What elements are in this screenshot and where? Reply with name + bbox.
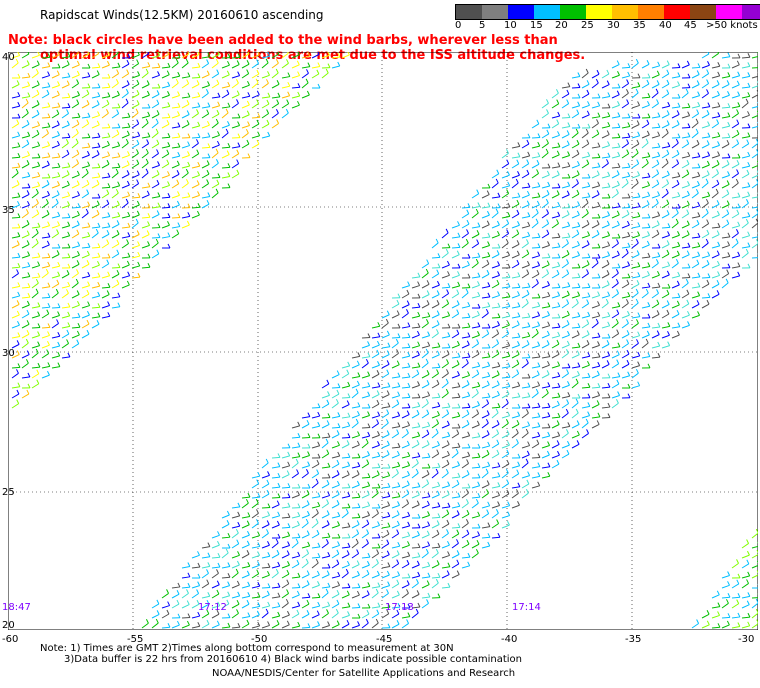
lon-label-1: -55 xyxy=(127,634,144,645)
colorbar-swatch xyxy=(508,5,534,19)
colorbar-swatch xyxy=(638,5,664,19)
colorbar-label: >50 knots xyxy=(706,20,758,31)
time-label-3: 17:14 xyxy=(512,602,541,613)
colorbar-swatch xyxy=(612,5,638,19)
colorbar-label: 5 xyxy=(479,20,486,31)
colorbar-label: 0 xyxy=(455,20,462,31)
lat-label-2: 30 xyxy=(2,348,15,359)
colorbar-label: 20 xyxy=(555,20,568,31)
lon-label-6: -30 xyxy=(738,634,755,645)
map-title: Rapidscat Winds(12.5KM) 20160610 ascendi… xyxy=(40,8,324,22)
colorbar-swatch xyxy=(742,5,760,19)
colorbar-swatch xyxy=(664,5,690,19)
colorbar-label: 45 xyxy=(684,20,697,31)
colorbar-swatches xyxy=(455,4,760,20)
wind-map xyxy=(8,52,758,630)
lon-label-0: -60 xyxy=(2,634,19,645)
colorbar-label: 40 xyxy=(659,20,672,31)
lat-label-0: 40 xyxy=(2,52,15,63)
colorbar-label: 30 xyxy=(607,20,620,31)
lon-label-2: -50 xyxy=(251,634,268,645)
time-label-1: 17:12 xyxy=(198,602,227,613)
colorbar-swatch xyxy=(690,5,716,19)
note-line-1: Note: black circles have been added to t… xyxy=(8,33,558,48)
lat-label-4: 20 xyxy=(2,620,15,631)
colorbar-label: 25 xyxy=(581,20,594,31)
map-frame xyxy=(8,52,758,630)
footer-line-2: 3)Data buffer is 22 hrs from 20160610 4)… xyxy=(64,654,522,665)
lon-label-4: -40 xyxy=(501,634,518,645)
lon-label-5: -35 xyxy=(625,634,642,645)
lat-label-3: 25 xyxy=(2,487,15,498)
lon-label-3: -45 xyxy=(376,634,393,645)
colorbar-swatch xyxy=(560,5,586,19)
footer-line-1: Note: 1) Times are GMT 2)Times along bot… xyxy=(40,643,454,654)
colorbar-swatch xyxy=(534,5,560,19)
colorbar-swatch xyxy=(456,5,482,19)
colorbar-swatch xyxy=(586,5,612,19)
footer-credit: NOAA/NESDIS/Center for Satellite Applica… xyxy=(212,668,516,679)
colorbar-label: 10 xyxy=(504,20,517,31)
colorbar-label: 35 xyxy=(633,20,646,31)
time-label-0: 18:47 xyxy=(2,602,31,613)
colorbar-swatch xyxy=(482,5,508,19)
wind-barbs xyxy=(11,52,758,629)
lat-label-1: 35 xyxy=(2,205,15,216)
colorbar-label: 15 xyxy=(530,20,543,31)
time-label-2: 17:13 xyxy=(385,602,414,613)
colorbar-swatch xyxy=(716,5,742,19)
